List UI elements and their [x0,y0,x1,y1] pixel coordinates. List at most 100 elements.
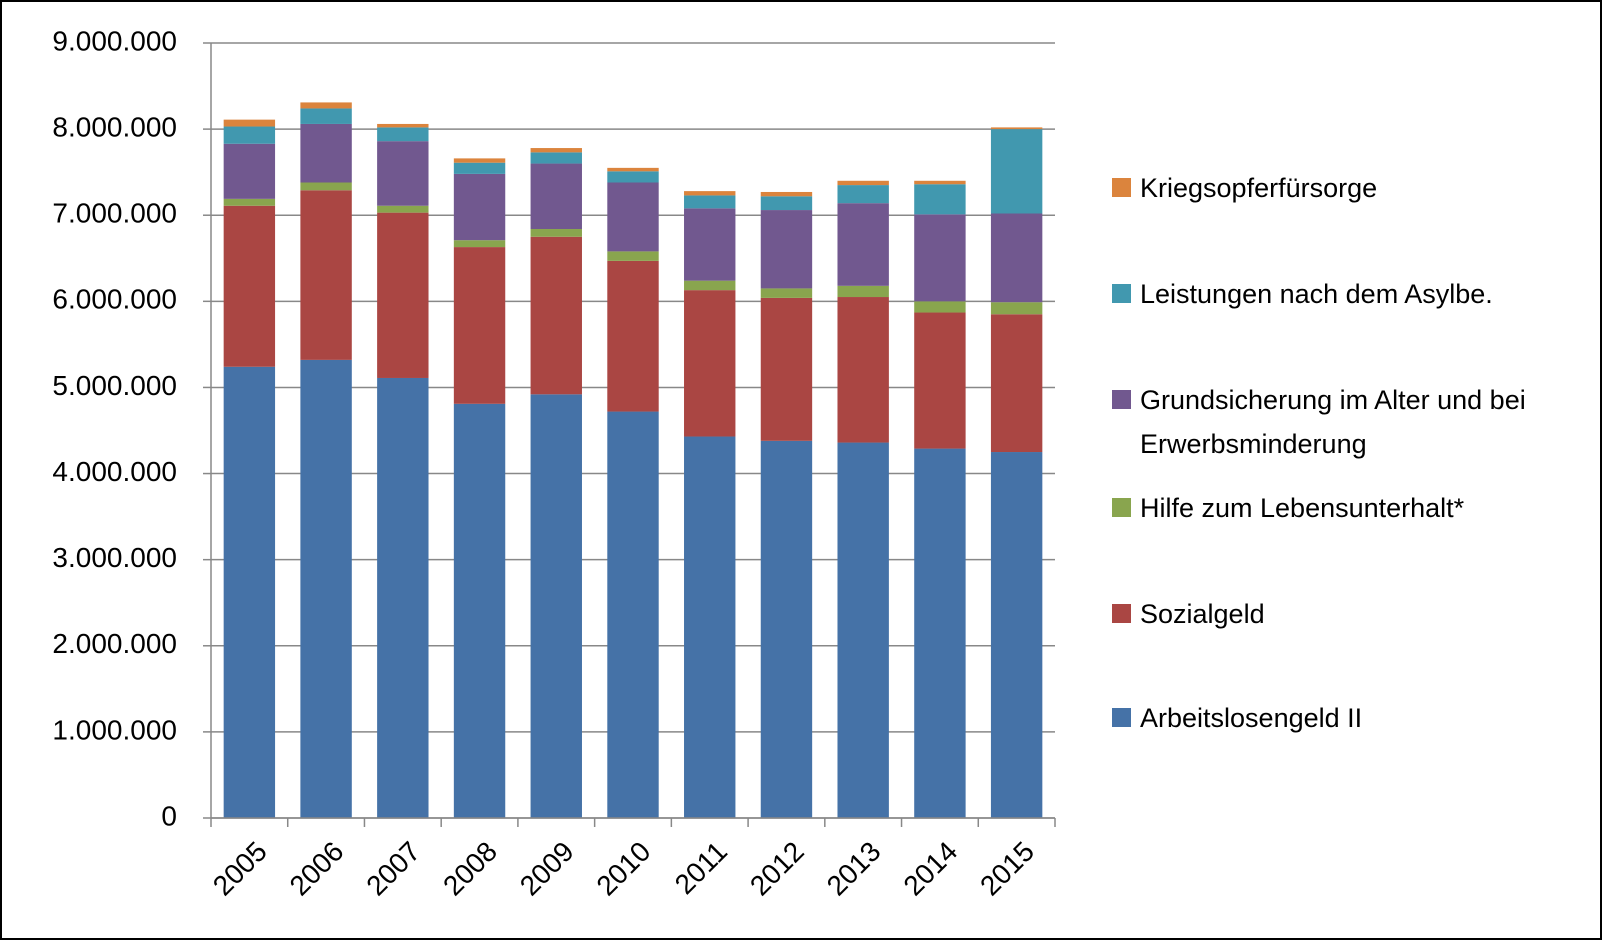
legend-item: Grundsicherung im Alter und bei Erwerbsm… [1112,378,1542,466]
x-tick-label: 2015 [974,836,1040,902]
bar-segment [607,167,659,172]
y-tick-label: 7.000.000 [52,198,177,229]
bar-segment [990,213,1043,303]
bar-segment [684,191,736,196]
bar-segment [990,302,1043,315]
x-tick-label: 2012 [744,836,810,902]
legend-swatch [1112,708,1131,727]
legend-item: Leistungen nach dem Asylbe. [1112,272,1542,316]
bar-segment [300,190,352,360]
bar-segment [914,184,966,215]
bar-segment [607,182,659,252]
bar-segment [453,162,506,174]
bar-segment [760,191,813,197]
y-tick-label: 1.000.000 [52,714,177,745]
bar-segment [530,152,582,164]
x-tick-label: 2005 [207,836,273,902]
bar-segment [223,119,276,127]
y-tick-label: 9.000.000 [52,25,177,56]
legend-label: Arbeitslosengeld II [1140,703,1363,733]
bar-segment [914,301,966,313]
x-tick-label: 2006 [284,836,350,902]
bar-segment [684,436,736,818]
bar-segment [453,240,506,248]
bar-segment [684,280,736,291]
bar-segment [300,123,352,183]
bar-segment [760,288,813,298]
bar-segment [530,236,582,395]
bar-segment [990,314,1043,453]
bar-segment [300,102,352,109]
bar-segment [377,205,429,213]
x-tick-label: 2007 [360,836,426,902]
bar-segment [990,127,1043,130]
bar-segment [223,143,276,199]
y-tick-label: 0 [161,800,177,831]
bar-segment [300,359,352,818]
y-tick-label: 4.000.000 [52,456,177,487]
bar-segment [607,171,659,183]
bar-segment [377,127,429,142]
x-tick-label: 2008 [437,836,503,902]
bar-segment [607,260,659,412]
bar-segment [837,203,889,286]
bar-segment [300,108,352,124]
legend-item: Sozialgeld [1112,592,1542,636]
bar-segment [837,442,889,818]
bar-segment [837,285,889,298]
legend-swatch [1112,604,1131,623]
bar-segment [223,366,276,818]
bar-segment [914,214,966,302]
bar-segment [760,297,813,441]
legend-label: Leistungen nach dem Asylbe. [1140,279,1493,309]
bar-segment [684,290,736,437]
y-tick-label: 5.000.000 [52,370,177,401]
bar-segment [530,394,582,818]
bar-segment [914,448,966,818]
legend-swatch [1112,498,1131,517]
bar-segment [990,452,1043,818]
bar-segment [760,440,813,818]
legend-label: Kriegsopferfürsorge [1140,173,1378,203]
y-tick-label: 6.000.000 [52,284,177,315]
bar-segment [990,129,1043,214]
bar-segment [684,208,736,281]
legend-swatch [1112,178,1131,197]
bar-segment [837,180,889,186]
y-tick-label: 3.000.000 [52,542,177,573]
bar-segment [300,182,352,191]
bar-segment [453,173,506,241]
bar-segment [914,180,966,185]
bar-segment [453,247,506,404]
bar-segment [837,185,889,204]
legend-label: Hilfe zum Lebensunterhalt* [1140,493,1465,523]
legend-swatch [1112,390,1131,409]
bar-segment [607,411,659,818]
bar-segment [453,158,506,163]
bar-segment [530,163,582,229]
bar-segment [377,212,429,378]
bar-segment [684,195,736,209]
x-tick-label: 2011 [669,836,734,901]
bar-segment [530,148,582,153]
y-tick-label: 2.000.000 [52,628,177,659]
bar-segment [914,312,966,449]
legend-item: Arbeitslosengeld II [1112,696,1542,740]
legend-item: Kriegsopferfürsorge [1112,166,1542,210]
legend-swatch [1112,284,1131,303]
bar-segment [377,123,429,128]
legend-label: Sozialgeld [1140,599,1265,629]
legend-item: Hilfe zum Lebensunterhalt* [1112,486,1542,530]
bar-segment [223,198,276,206]
x-tick-label: 2014 [897,836,963,902]
y-tick-label: 8.000.000 [52,112,177,143]
bar-segment [607,251,659,261]
bar-segment [837,297,889,443]
bar-segment [453,403,506,818]
x-tick-label: 2009 [514,836,580,902]
x-tick-label: 2010 [590,836,656,902]
bar-segment [530,229,582,237]
bar-segment [760,196,813,211]
